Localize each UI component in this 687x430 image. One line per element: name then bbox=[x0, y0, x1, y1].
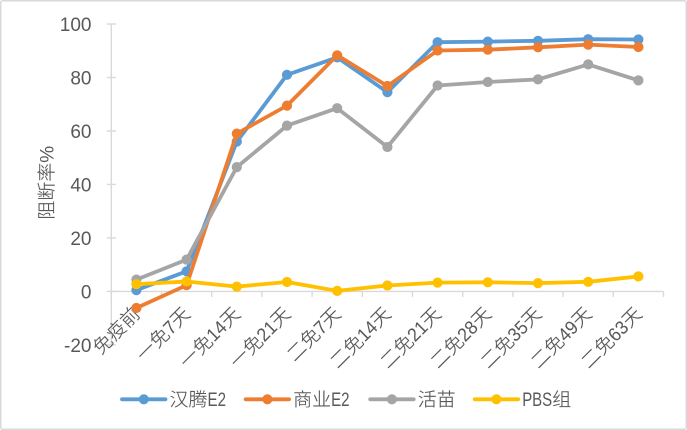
svg-text:80: 80 bbox=[70, 68, 91, 89]
svg-text:40: 40 bbox=[70, 175, 91, 196]
svg-text:%: % bbox=[37, 146, 58, 163]
svg-text:PBS: PBS bbox=[522, 390, 552, 411]
svg-text:E2: E2 bbox=[208, 390, 227, 411]
svg-text:-20: -20 bbox=[64, 336, 91, 357]
svg-text:60: 60 bbox=[70, 122, 91, 143]
svg-text:E2: E2 bbox=[331, 390, 350, 411]
svg-text:0: 0 bbox=[81, 282, 92, 303]
svg-text:100: 100 bbox=[60, 15, 92, 36]
svg-text:20: 20 bbox=[70, 229, 91, 250]
